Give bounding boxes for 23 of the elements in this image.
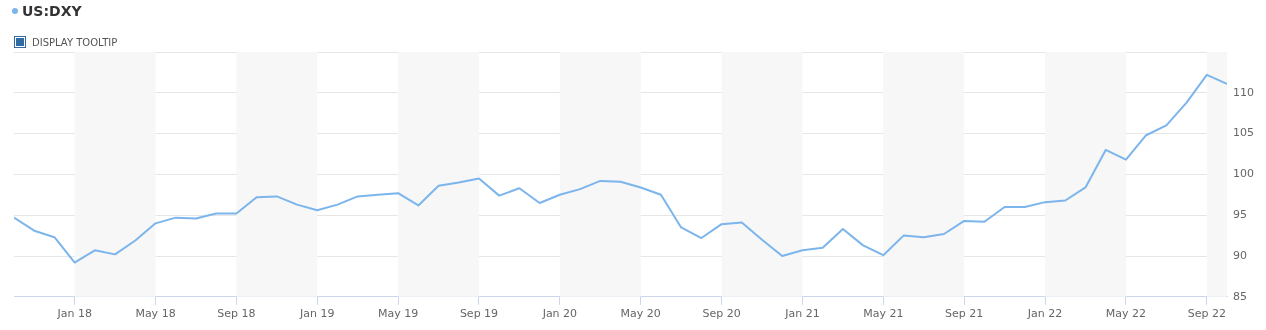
x-tick-label: Sep 19 [459,307,499,321]
y-tick-label: 85 [1233,289,1247,303]
x-tick-label: May 21 [863,307,904,321]
x-tick-label: Sep 18 [217,307,256,321]
x-tick-label: Jan 20 [541,307,578,321]
x-tick-label: Jan 18 [56,307,92,321]
y-tick-label: 105 [1233,126,1254,140]
y-tick-label: 95 [1233,208,1247,222]
text: DISPLAY TOOLTIP [32,36,118,48]
x-tick-label: May 19 [377,307,419,321]
x-tick-label: Jan 21 [784,307,820,321]
x-tick-label: May 18 [135,307,176,321]
y-tick-label: 90 [1233,248,1247,262]
y-tick-label: 110 [1233,85,1254,99]
x-tick-label: May 22 [1105,307,1147,321]
x-tick-label: May 20 [620,307,661,321]
x-tick-label: Sep 21 [945,307,984,321]
legend-label: US:DXY [22,3,82,19]
x-tick-label: Jan 19 [299,307,335,321]
x-tick-label: Sep 22 [1187,307,1226,321]
x-tick-label: Sep 20 [702,307,741,321]
x-tick-label: Jan 22 [1026,307,1063,321]
y-tick-label: 100 [1233,167,1254,181]
